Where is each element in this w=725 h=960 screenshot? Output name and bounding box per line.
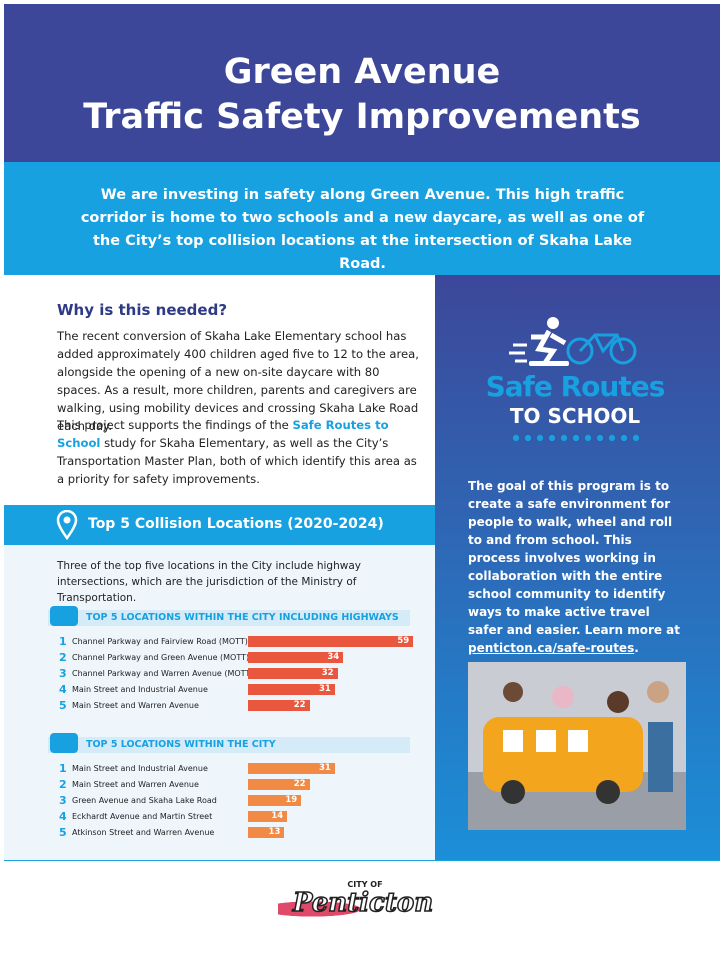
link[interactable]: Safe Routes to School xyxy=(57,418,389,450)
chart-icon xyxy=(50,606,78,626)
logo-text: TO SCHOOL xyxy=(509,404,641,428)
bar xyxy=(248,827,285,838)
bar xyxy=(248,795,302,806)
value-label: 59 xyxy=(397,636,410,646)
text: The goal of this program is to create a … xyxy=(468,479,681,637)
location: Green Avenue and Skaha Lake Road xyxy=(72,796,217,805)
value-label: 22 xyxy=(293,779,306,789)
rank: 2 xyxy=(59,651,67,664)
bar xyxy=(248,763,335,774)
pin-icon xyxy=(56,510,78,540)
intro-band xyxy=(4,162,720,275)
location: Eckhardt Avenue and Martin Street xyxy=(72,812,213,821)
chart-icon xyxy=(50,733,78,753)
text: study for Skaha Elementary, as well as t… xyxy=(57,436,417,486)
rank: 5 xyxy=(59,699,67,712)
chart-header xyxy=(48,610,410,626)
value-label: 31 xyxy=(318,763,331,773)
link[interactable]: penticton.ca/safe-routes xyxy=(468,641,635,655)
value-label: 13 xyxy=(268,827,281,837)
text: This project supports the findings of th… xyxy=(57,418,293,432)
location: Atkinson Street and Warren Avenue xyxy=(72,828,215,837)
logo-name: Penticton xyxy=(278,887,448,919)
chart-panel xyxy=(4,545,435,860)
bar xyxy=(248,636,414,647)
rank: 2 xyxy=(59,778,67,791)
bar xyxy=(248,811,288,822)
title-line: Green Avenue xyxy=(223,52,501,92)
chart-title: TOP 5 LOCATIONS WITHIN THE CITY INCLUDIN… xyxy=(86,612,399,623)
footprints xyxy=(510,434,640,442)
logo-small: CITY OF xyxy=(347,880,383,889)
bar xyxy=(248,700,310,711)
chart-title: TOP 5 LOCATIONS WITHIN THE CITY xyxy=(86,739,276,750)
location: Channel Parkway and Green Avenue (MOTT) xyxy=(72,653,250,662)
value-label: 14 xyxy=(271,811,284,821)
value-label: 31 xyxy=(318,684,331,694)
rank: 1 xyxy=(59,762,67,775)
bar xyxy=(248,652,344,663)
section-heading: Top 5 Collision Locations (2020-2024) xyxy=(88,516,384,532)
intro: We are investing in safety along Green A… xyxy=(80,187,645,272)
heading: Why is this needed? xyxy=(57,301,228,319)
value-label: 34 xyxy=(327,652,340,662)
logo-text: Safe Routes xyxy=(485,370,666,403)
chart-header xyxy=(48,737,410,753)
note: Three of the top five locations in the C… xyxy=(57,560,361,604)
location: Main Street and Warren Avenue xyxy=(72,701,199,710)
logo-icon xyxy=(509,317,637,366)
photo xyxy=(468,662,686,830)
location: Channel Parkway and Fairview Road (MOTT) xyxy=(72,637,248,646)
location: Main Street and Warren Avenue xyxy=(72,780,199,789)
value-label: 32 xyxy=(321,668,334,678)
rank: 4 xyxy=(59,683,67,696)
location: Channel Parkway and Warren Avenue (MOTT) xyxy=(72,669,254,678)
bar xyxy=(248,779,310,790)
header-band xyxy=(4,4,720,162)
rank: 3 xyxy=(59,667,67,680)
program-text: The goal of this program is to create a … xyxy=(468,477,688,657)
location: Main Street and Industrial Avenue xyxy=(72,764,208,773)
rank: 1 xyxy=(59,635,67,648)
location: Main Street and Industrial Avenue xyxy=(72,685,208,694)
title-line: Traffic Safety Improvements xyxy=(83,97,641,137)
bar xyxy=(248,684,335,695)
divider xyxy=(4,860,720,861)
paragraph: The recent conversion of Skaha Lake Elem… xyxy=(57,329,419,433)
text: . xyxy=(634,641,639,655)
rank: 5 xyxy=(59,826,67,839)
rank: 4 xyxy=(59,810,67,823)
bar xyxy=(248,668,338,679)
value-label: 22 xyxy=(293,700,306,710)
rank: 3 xyxy=(59,794,67,807)
value-label: 19 xyxy=(285,795,298,805)
paragraph: This project supports the findings of th… xyxy=(57,416,422,488)
